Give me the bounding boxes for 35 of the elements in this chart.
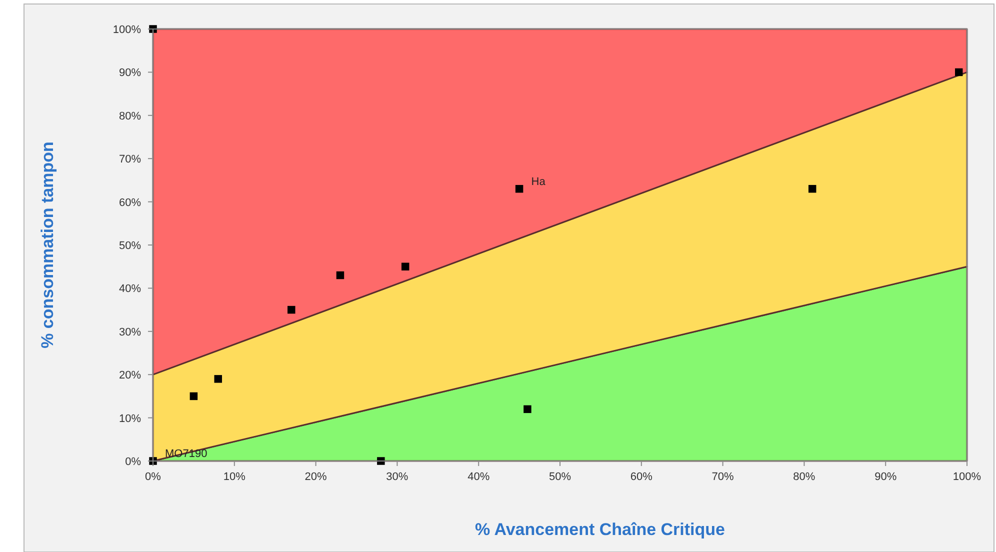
y-tick-label: 40% — [118, 283, 142, 296]
y-tick-label: 30% — [118, 326, 142, 338]
x-tick-label: 90% — [874, 471, 897, 483]
point — [190, 392, 198, 400]
y-axis-title: % consommation tampon — [38, 142, 57, 348]
x-tick-label: 50% — [548, 471, 572, 483]
point — [954, 68, 963, 76]
x-tick-label: 30% — [386, 471, 408, 483]
y-tick-label: 70% — [118, 154, 142, 166]
point — [808, 184, 816, 193]
x-tick-label: 60% — [630, 471, 653, 483]
x-tick-label: 100% — [952, 471, 982, 483]
annotation: Ha — [531, 176, 546, 188]
x-tick-label: 0% — [145, 471, 162, 483]
x-tick-label: 20% — [304, 471, 328, 483]
point — [214, 375, 222, 383]
y-tick-label: 0% — [125, 456, 142, 468]
y-tick-label: 100% — [112, 24, 142, 36]
point — [401, 262, 410, 270]
x-axis-title: % Avancement Chaîne Critique — [474, 520, 726, 539]
point — [377, 457, 385, 465]
x-tick-label: 70% — [712, 471, 734, 483]
y-tick-label: 90% — [118, 67, 142, 80]
x-tick-label: 10% — [223, 471, 246, 483]
point — [288, 306, 296, 314]
y-tick-label: 10% — [118, 412, 142, 425]
y-tick-label: 80% — [118, 110, 142, 122]
x-tick-label: 80% — [793, 471, 816, 483]
y-tick-label: 50% — [118, 240, 142, 252]
x-tick-label: 40% — [468, 471, 490, 483]
point — [336, 271, 344, 280]
y-tick-label: 20% — [118, 370, 142, 382]
point — [515, 184, 524, 193]
y-tick-label: 60% — [118, 196, 142, 209]
point — [524, 405, 532, 414]
